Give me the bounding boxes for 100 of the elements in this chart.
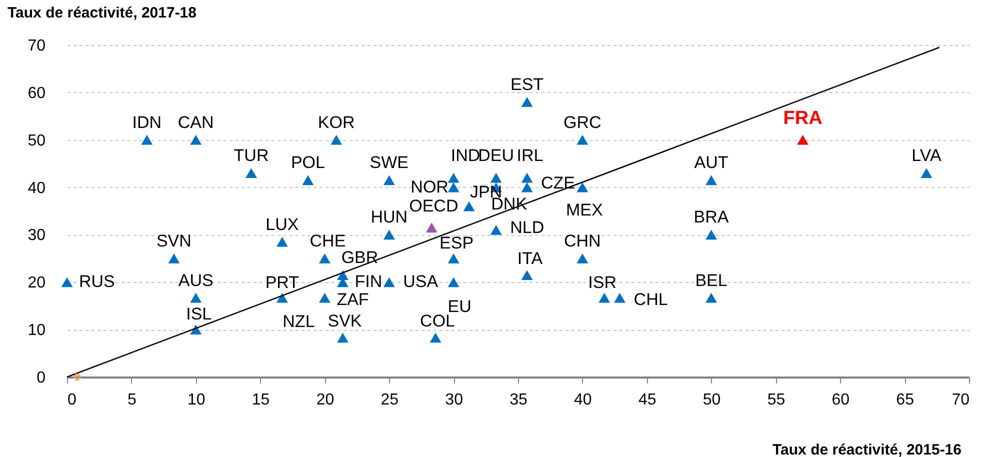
y-tick-label: 70 (28, 38, 46, 54)
annotation: LVA (912, 146, 942, 166)
annotation: CAN (178, 112, 214, 132)
point (576, 253, 588, 264)
point (521, 270, 533, 280)
annotation: USA (403, 272, 439, 292)
point (383, 230, 395, 240)
annotation: IDN (132, 112, 162, 132)
point (706, 175, 717, 186)
y-tick-label: 30 (28, 227, 46, 244)
series-label: FRA (783, 108, 823, 129)
annotation: IND (450, 146, 480, 165)
point (448, 253, 460, 264)
annotation: HUN (370, 208, 408, 227)
y-tick-label: 10 (28, 322, 46, 340)
point (61, 277, 73, 288)
point (614, 292, 626, 303)
point (576, 134, 588, 145)
point (246, 168, 257, 178)
annotation: AUS (178, 270, 214, 290)
point (490, 225, 502, 235)
annotation: BEL (695, 270, 728, 290)
point (383, 277, 395, 288)
x-tick-label: 65 (896, 392, 914, 408)
annotation: CHL (634, 290, 668, 309)
point (448, 172, 460, 183)
y-tick-label: 0 (36, 370, 46, 386)
annotation: SVK (328, 312, 362, 331)
x-tick-label: 25 (380, 392, 399, 408)
point (797, 134, 808, 145)
annotation: LUX (266, 214, 299, 234)
point (521, 172, 533, 183)
point (521, 96, 533, 107)
annotation: BRA (694, 208, 730, 227)
x-tick-label: 45 (638, 392, 656, 408)
point (448, 182, 460, 192)
x-tick-label: 20 (316, 392, 334, 408)
annotation: ZAF (336, 290, 369, 309)
point (463, 201, 475, 212)
annotation: ISR (588, 272, 617, 292)
annotation: OECD (409, 196, 458, 216)
x-tick-label: 70 (952, 392, 970, 408)
x-tick-label: 5 (127, 392, 136, 408)
point (576, 182, 588, 192)
point (337, 332, 348, 343)
point (706, 230, 717, 240)
x-tick-label: 60 (832, 392, 850, 408)
x-tick-label: 10 (187, 392, 206, 408)
annotation: SWE (370, 153, 409, 172)
point (383, 175, 395, 186)
y-axis-title: Taux de réactivité, 2017-18 (8, 4, 196, 22)
point (190, 292, 202, 303)
annotation: KOR (318, 112, 355, 132)
point (448, 277, 460, 288)
point (430, 332, 442, 343)
annotation: CHN (564, 231, 601, 250)
x-tick-label: 30 (445, 392, 464, 408)
x-tick-label: 55 (767, 392, 786, 408)
annotation: TUR (234, 146, 269, 166)
annotation: CHE (310, 231, 346, 250)
annotation: PRT (265, 272, 300, 292)
y-tick-label: 50 (28, 132, 46, 150)
point (920, 168, 932, 178)
point (74, 374, 81, 380)
annotation: MEX (566, 200, 603, 220)
annotation: NOR (410, 177, 448, 196)
x-tick-label: 15 (252, 392, 270, 408)
point (302, 175, 314, 186)
annotation: RUS (79, 272, 115, 292)
y-tick-label: 60 (28, 84, 46, 102)
point (426, 222, 438, 233)
annotation: EST (510, 74, 544, 94)
annotation: DEU (478, 146, 514, 165)
point (598, 292, 610, 303)
annotation: CZE (541, 173, 576, 192)
annotation: NZL (282, 312, 315, 331)
x-tick-label: 0 (68, 392, 76, 408)
point (141, 134, 153, 145)
annotation: ISL (186, 304, 212, 324)
annotation: IRL (516, 146, 544, 165)
point (521, 182, 533, 192)
point (168, 253, 180, 264)
annotation: SVN (156, 231, 192, 250)
x-axis-title: Taux de réactivité, 2015-16 (772, 442, 962, 457)
annotation: AUT (694, 153, 728, 172)
point (706, 292, 717, 303)
x-tick-label: 35 (510, 392, 528, 408)
annotation: NLD (510, 218, 544, 237)
point (190, 134, 202, 145)
point (276, 236, 288, 247)
point (319, 253, 330, 264)
x-tick-label: 50 (702, 392, 721, 408)
point (319, 292, 330, 303)
annotation: GBR (341, 248, 378, 268)
y-tick-label: 20 (28, 274, 46, 292)
annotation: POL (290, 153, 325, 172)
point (330, 134, 342, 145)
x-tick-label: 40 (574, 392, 592, 408)
point (490, 172, 502, 183)
annotation: GRC (564, 112, 602, 132)
